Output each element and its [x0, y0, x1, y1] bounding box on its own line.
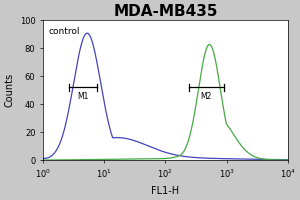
Title: MDA-MB435: MDA-MB435: [113, 4, 218, 19]
Y-axis label: Counts: Counts: [4, 73, 14, 107]
X-axis label: FL1-H: FL1-H: [152, 186, 179, 196]
Text: M2: M2: [200, 92, 212, 101]
Text: control: control: [48, 27, 80, 36]
Text: M1: M1: [77, 92, 88, 101]
